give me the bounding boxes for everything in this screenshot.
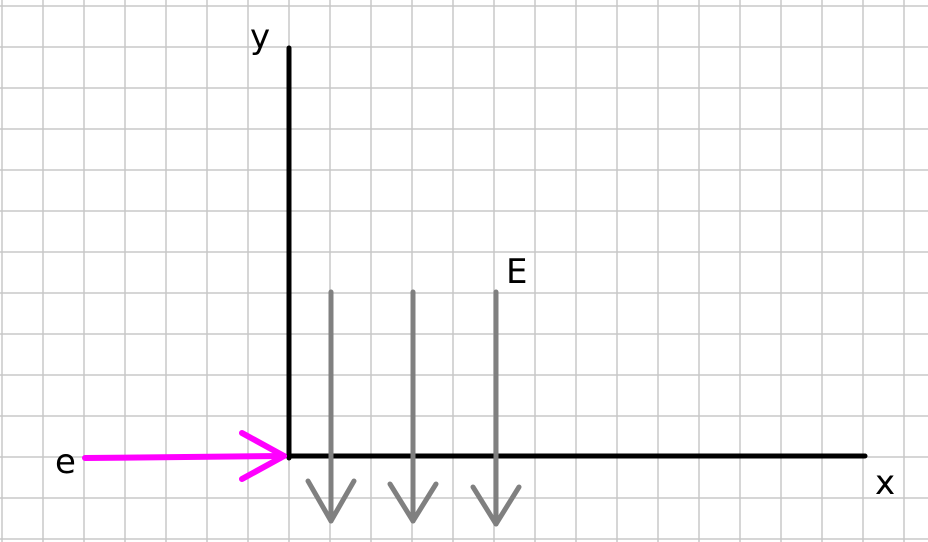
field-label: E: [506, 252, 527, 292]
field-arrow: [470, 289, 522, 527]
field-arrow: [305, 289, 357, 524]
x-axis-label: x: [875, 463, 895, 503]
field-arrows: [305, 289, 522, 527]
particle-arrow: [82, 430, 287, 482]
particle-label: e: [55, 442, 76, 482]
y-axis-label: y: [250, 17, 270, 57]
field-arrow: [387, 289, 439, 524]
